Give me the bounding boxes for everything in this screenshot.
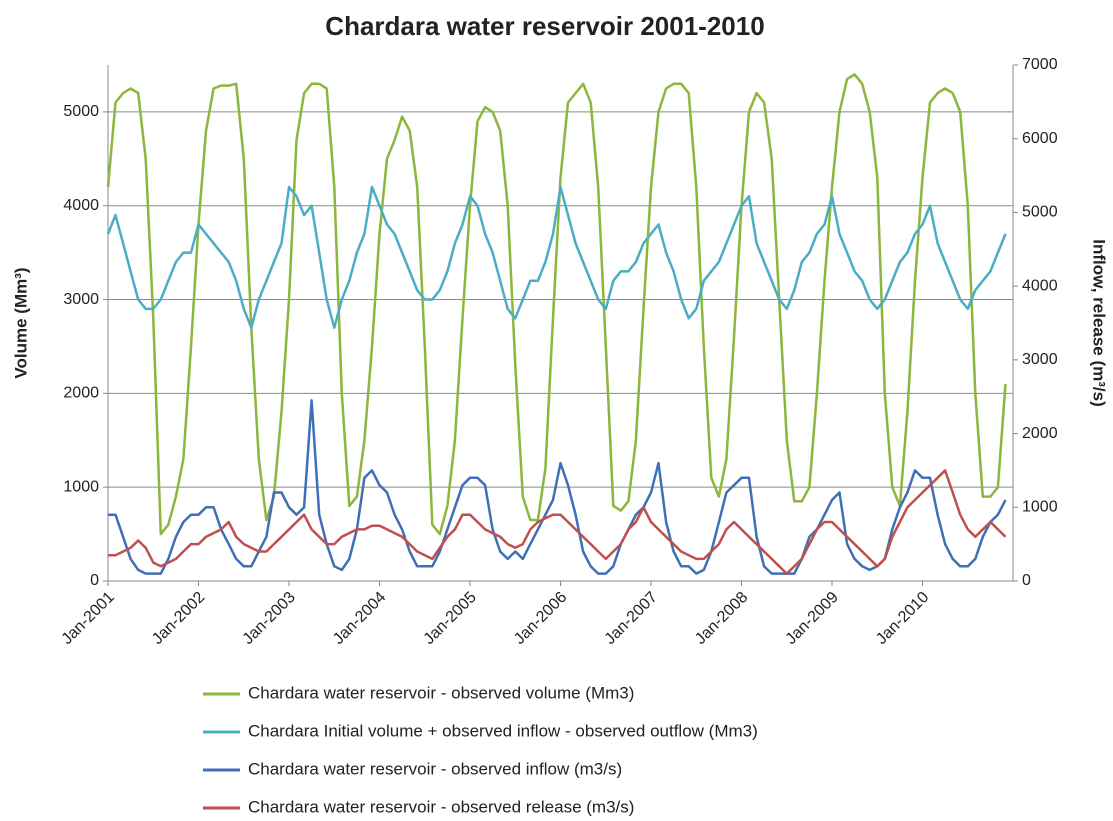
y2-tick-label: 5000 bbox=[1022, 204, 1058, 221]
y-tick-label: 1000 bbox=[63, 478, 99, 495]
y-tick-label: 3000 bbox=[63, 291, 99, 308]
y2-tick-label: 3000 bbox=[1022, 351, 1058, 368]
chart-title: Chardara water reservoir 2001-2010 bbox=[325, 11, 764, 41]
series-line bbox=[106, 73, 1007, 536]
y2-tick-label: 1000 bbox=[1022, 499, 1058, 516]
legend-label: Chardara water reservoir - observed volu… bbox=[248, 683, 634, 702]
y2-tick-label: 2000 bbox=[1022, 425, 1058, 442]
y-tick-label: 5000 bbox=[63, 103, 99, 120]
y2-tick-label: 6000 bbox=[1022, 130, 1058, 147]
y-tick-label: 0 bbox=[90, 572, 99, 589]
y2-axis-label: Inflow, release (m³/s) bbox=[1090, 239, 1109, 407]
y-tick-label: 4000 bbox=[63, 197, 99, 214]
y2-tick-label: 4000 bbox=[1022, 277, 1058, 294]
legend-label: Chardara water reservoir - observed infl… bbox=[248, 759, 622, 778]
legend-label: Chardara water reservoir - observed rele… bbox=[248, 797, 634, 816]
series-line bbox=[108, 399, 1007, 575]
series-line bbox=[106, 185, 1007, 329]
y2-tick-label: 0 bbox=[1022, 572, 1031, 589]
y2-tick-label: 7000 bbox=[1022, 56, 1058, 73]
series-line bbox=[108, 469, 1007, 575]
y-tick-label: 2000 bbox=[63, 385, 99, 402]
y-axis-label: Volume (Mm³) bbox=[11, 267, 30, 378]
legend-label: Chardara Initial volume + observed inflo… bbox=[248, 721, 758, 740]
